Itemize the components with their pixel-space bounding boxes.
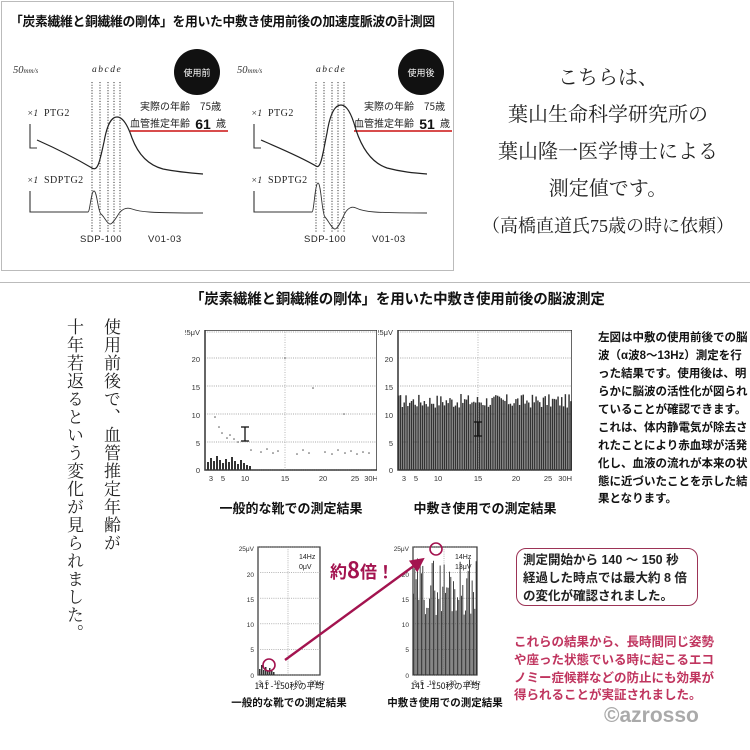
- svg-text:10: 10: [385, 411, 393, 420]
- svg-text:使用後: 使用後: [407, 66, 434, 79]
- svg-text:10: 10: [241, 474, 249, 483]
- svg-text:25μV: 25μV: [378, 330, 393, 337]
- svg-text:使用前: 使用前: [183, 66, 210, 79]
- svg-text:25μV: 25μV: [394, 546, 410, 553]
- svg-text:V01-03: V01-03: [148, 234, 182, 245]
- svg-text:約8倍！: 約8倍！: [330, 553, 394, 585]
- svg-text:0: 0: [389, 466, 393, 475]
- svg-text:実際の年齢 75歳: 実際の年齢 75歳: [364, 98, 445, 113]
- svg-text:10: 10: [247, 622, 255, 629]
- svg-text:15: 15: [281, 474, 289, 483]
- svg-text:20: 20: [402, 572, 410, 579]
- svg-text:abcde: abcde: [316, 65, 346, 75]
- svg-text:0: 0: [196, 466, 200, 475]
- svg-text:SDP-100: SDP-100: [304, 234, 346, 245]
- svg-text:15: 15: [385, 383, 393, 392]
- svg-text:5: 5: [389, 439, 393, 448]
- svg-text:14Hz: 14Hz: [299, 554, 316, 561]
- svg-text:×1: ×1: [27, 176, 38, 186]
- svg-text:61: 61: [195, 116, 211, 132]
- svg-text:30Hz: 30Hz: [558, 474, 572, 483]
- svg-text:5: 5: [405, 647, 409, 654]
- svg-text:50mm/s: 50mm/s: [13, 65, 39, 76]
- svg-text:25: 25: [351, 474, 359, 483]
- svg-text:血管推定年齢: 血管推定年齢: [130, 115, 190, 130]
- svg-text:abcde: abcde: [92, 65, 122, 75]
- svg-text:51: 51: [419, 116, 435, 132]
- svg-text:10: 10: [434, 474, 442, 483]
- svg-text:50mm/s: 50mm/s: [237, 65, 263, 76]
- svg-text:3: 3: [209, 474, 213, 483]
- svg-text:25: 25: [544, 474, 552, 483]
- svg-text:SDPTG2: SDPTG2: [268, 175, 308, 186]
- svg-text:20: 20: [512, 474, 520, 483]
- svg-text:20: 20: [192, 355, 200, 364]
- svg-text:歳: 歳: [440, 115, 450, 130]
- svg-text:15: 15: [192, 383, 200, 392]
- svg-text:5: 5: [250, 647, 254, 654]
- svg-text:10: 10: [402, 622, 410, 629]
- svg-text:5: 5: [221, 474, 225, 483]
- svg-text:25μV: 25μV: [185, 330, 200, 337]
- svg-text:PTG2: PTG2: [44, 108, 70, 119]
- svg-text:15: 15: [402, 597, 410, 604]
- svg-text:10: 10: [192, 411, 200, 420]
- svg-text:0: 0: [250, 673, 254, 680]
- svg-text:PTG2: PTG2: [268, 108, 294, 119]
- svg-text:15: 15: [247, 597, 255, 604]
- svg-text:25μV: 25μV: [239, 546, 255, 553]
- svg-text:SDPTG2: SDPTG2: [44, 175, 84, 186]
- svg-text:5: 5: [414, 474, 418, 483]
- svg-text:20: 20: [247, 572, 255, 579]
- svg-text:×1: ×1: [251, 109, 262, 119]
- svg-text:20: 20: [319, 474, 327, 483]
- svg-text:×1: ×1: [251, 176, 262, 186]
- svg-text:実際の年齢 75歳: 実際の年齢 75歳: [140, 98, 221, 113]
- svg-text:15: 15: [474, 474, 482, 483]
- svg-text:血管推定年齢: 血管推定年齢: [354, 115, 414, 130]
- svg-text:0μV: 0μV: [299, 564, 312, 571]
- svg-text:×1: ×1: [27, 109, 38, 119]
- svg-text:V01-03: V01-03: [372, 234, 406, 245]
- svg-text:SDP-100: SDP-100: [80, 234, 122, 245]
- svg-text:20: 20: [385, 355, 393, 364]
- svg-text:30Hz: 30Hz: [364, 474, 377, 483]
- svg-text:5: 5: [196, 439, 200, 448]
- svg-text:0: 0: [405, 673, 409, 680]
- svg-text:3: 3: [402, 474, 406, 483]
